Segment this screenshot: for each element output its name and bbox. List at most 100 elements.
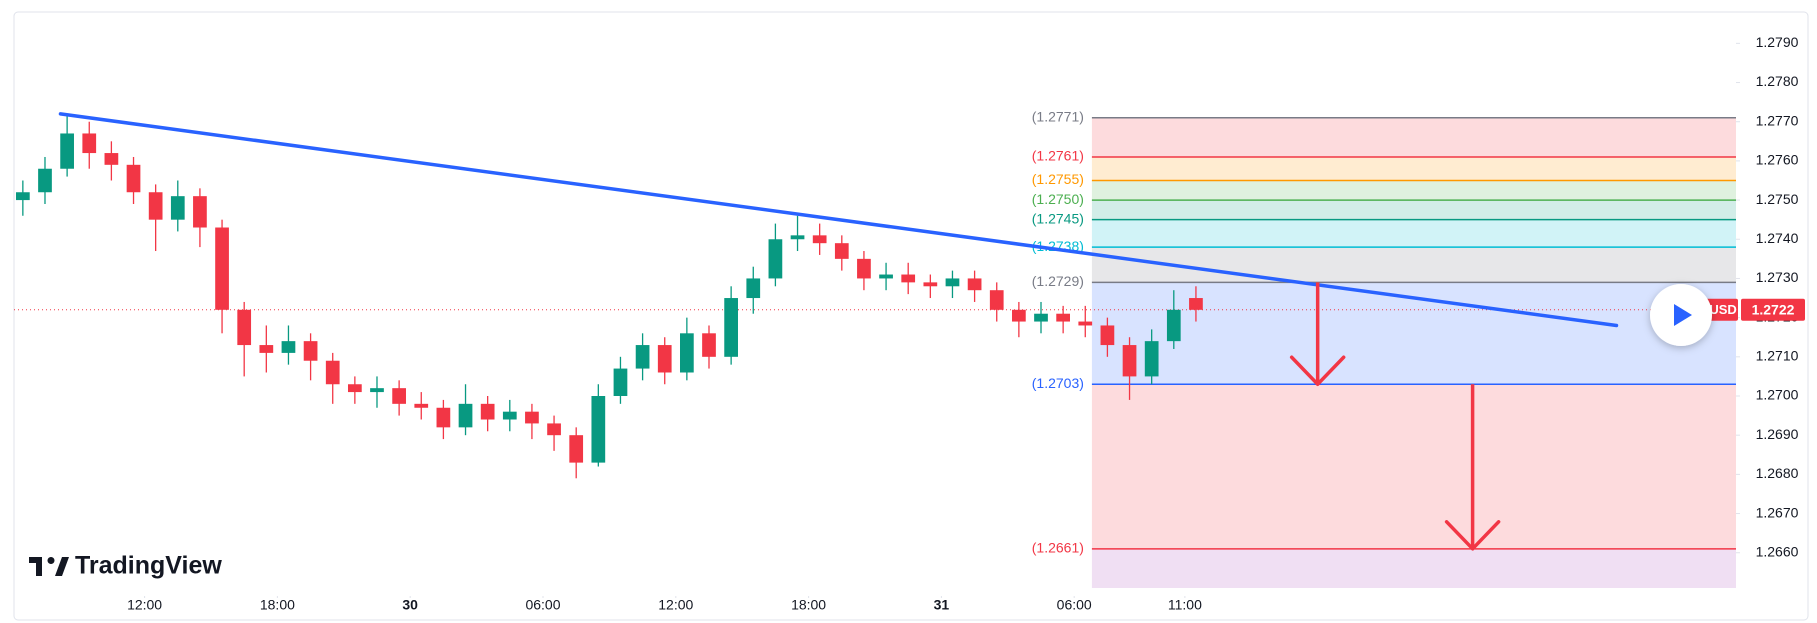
- x-tick-label: 11:00: [1168, 597, 1202, 613]
- candle-body: [1034, 313, 1048, 322]
- candle-body: [834, 243, 849, 259]
- candle-body: [1012, 309, 1026, 322]
- candle-body: [1166, 309, 1181, 342]
- candle-body: [347, 384, 362, 393]
- y-tick-label: 1.2770: [1756, 112, 1799, 128]
- candle-body: [591, 396, 606, 463]
- fib-band: [1091, 200, 1736, 220]
- chart-frame: [13, 11, 1809, 621]
- candle-body: [923, 282, 938, 287]
- y-tick-label: 1.2680: [1756, 465, 1799, 481]
- candle-body: [126, 164, 141, 193]
- candle-body: [215, 227, 229, 310]
- candle-body: [967, 278, 982, 291]
- candle-body: [281, 341, 296, 353]
- candle-body: [1144, 341, 1159, 377]
- x-tick-label: 18:00: [260, 597, 295, 613]
- y-tick-label: 1.2760: [1756, 152, 1799, 168]
- candle-body: [1122, 345, 1137, 377]
- candle-body: [38, 168, 52, 193]
- y-tick-label: 1.2750: [1756, 191, 1799, 207]
- y-tick-label: 1.2730: [1756, 269, 1799, 285]
- candle-body: [480, 403, 495, 420]
- candle-body: [392, 388, 406, 404]
- fib-label: (1.2750): [1032, 191, 1084, 207]
- fib-label: (1.2661): [1032, 540, 1084, 556]
- candle-body: [879, 274, 893, 279]
- candle-body: [60, 133, 74, 169]
- fib-band: [1091, 219, 1736, 248]
- x-tick-label: 31: [934, 597, 950, 613]
- candle-body: [790, 235, 805, 240]
- candle-body: [569, 435, 584, 463]
- fib-band: [1091, 156, 1736, 181]
- x-tick-label: 12:00: [127, 597, 162, 613]
- fib-band: [1091, 247, 1736, 283]
- candle-body: [370, 388, 384, 393]
- candle-body: [680, 333, 694, 373]
- fib-band: [1091, 548, 1736, 588]
- logo-icon: [29, 557, 69, 576]
- candle-body: [1056, 313, 1070, 322]
- candle-body: [303, 341, 318, 361]
- y-tick-label: 1.2700: [1756, 387, 1799, 403]
- y-tick-label: 1.2660: [1756, 543, 1799, 559]
- candle-body: [989, 290, 1004, 310]
- candle-body: [702, 333, 716, 357]
- y-tick-label: 1.2670: [1756, 504, 1799, 520]
- fib-label: (1.2771): [1032, 108, 1084, 124]
- logo-text: TradingView: [75, 552, 222, 580]
- candle-body: [170, 196, 185, 220]
- y-tick-label: 1.2780: [1756, 73, 1799, 89]
- candle-body: [768, 239, 783, 279]
- fib-band: [1091, 117, 1736, 157]
- candle-body: [724, 298, 738, 357]
- candle-body: [1100, 325, 1115, 346]
- x-tick-label: 18:00: [791, 597, 826, 613]
- candle-body: [193, 196, 207, 228]
- candle-body: [237, 309, 252, 346]
- x-tick-label: 06:00: [1057, 597, 1092, 613]
- trendline: [58, 112, 1619, 328]
- candle-body: [502, 411, 517, 420]
- y-tick-label: 1.2790: [1756, 34, 1799, 50]
- x-tick-label: 12:00: [658, 597, 693, 613]
- candle-body: [1078, 321, 1093, 326]
- y-tick-label: 1.2740: [1756, 230, 1799, 246]
- candle-body: [812, 235, 827, 244]
- candle-body: [436, 407, 451, 428]
- candle-body: [547, 423, 561, 436]
- fib-label: (1.2755): [1032, 171, 1084, 187]
- candle-body: [414, 403, 429, 408]
- arrow-head: [1289, 355, 1346, 386]
- x-tick-label: 06:00: [525, 597, 560, 613]
- price-label: 1.2722: [1752, 301, 1795, 317]
- fib-label: (1.2761): [1032, 148, 1084, 164]
- logo: TradingView: [29, 552, 222, 580]
- candle-body: [15, 192, 30, 201]
- candle-body: [1189, 298, 1203, 310]
- candle-body: [259, 345, 274, 353]
- candle-body: [613, 368, 628, 396]
- play-icon: [1674, 304, 1692, 326]
- candle-body: [746, 278, 761, 299]
- candle-body: [104, 153, 119, 165]
- candle-body: [458, 403, 473, 428]
- y-tick-label: 1.2690: [1756, 426, 1799, 442]
- fib-band: [1091, 180, 1736, 201]
- y-tick-label: 1.2710: [1756, 348, 1799, 364]
- candle-body: [657, 345, 672, 373]
- fib-label: (1.2703): [1032, 375, 1084, 391]
- candle-body: [325, 360, 340, 385]
- fib-label: (1.2745): [1032, 210, 1084, 226]
- candle-body: [525, 411, 539, 424]
- fib-label: (1.2729): [1032, 273, 1084, 289]
- arrow-head: [1444, 520, 1501, 551]
- candle-body: [857, 258, 871, 279]
- x-tick-label: 30: [402, 597, 418, 613]
- candle-body: [901, 274, 916, 283]
- candle-body: [82, 133, 97, 154]
- candle-body: [148, 192, 163, 220]
